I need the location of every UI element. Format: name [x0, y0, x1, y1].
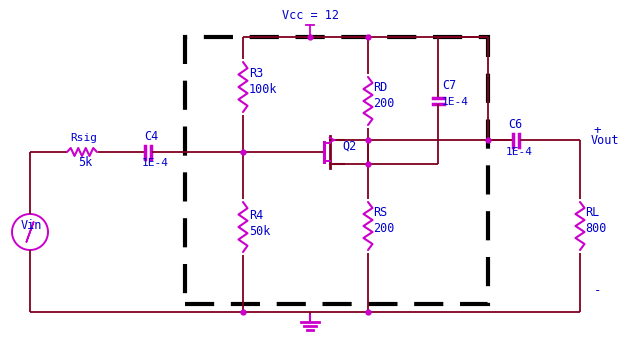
- Text: C6: C6: [508, 118, 522, 131]
- Text: 5k: 5k: [78, 156, 93, 169]
- Bar: [185, 37, 488, 304]
- Text: Vout: Vout: [591, 134, 619, 147]
- Text: 100k: 100k: [249, 83, 278, 96]
- Text: Q2: Q2: [342, 140, 356, 153]
- Text: R3: R3: [249, 67, 263, 80]
- Text: RL: RL: [585, 206, 599, 219]
- Text: 800: 800: [585, 222, 606, 235]
- Text: C7: C7: [442, 79, 456, 92]
- Text: 1E-4: 1E-4: [506, 147, 533, 157]
- Text: -: -: [594, 284, 602, 297]
- Text: C4: C4: [144, 130, 158, 143]
- Text: 200: 200: [373, 222, 394, 235]
- Text: RD: RD: [373, 81, 387, 94]
- Text: Rsig: Rsig: [70, 133, 97, 143]
- Text: 200: 200: [373, 97, 394, 110]
- Text: 1E-4: 1E-4: [142, 158, 169, 168]
- Text: 50k: 50k: [249, 225, 270, 238]
- Text: Vcc = 12: Vcc = 12: [282, 9, 339, 22]
- Text: 1E-4: 1E-4: [442, 97, 469, 107]
- Text: +: +: [594, 124, 602, 137]
- Text: R4: R4: [249, 209, 263, 222]
- Text: RS: RS: [373, 206, 387, 219]
- Text: Vin: Vin: [21, 219, 42, 232]
